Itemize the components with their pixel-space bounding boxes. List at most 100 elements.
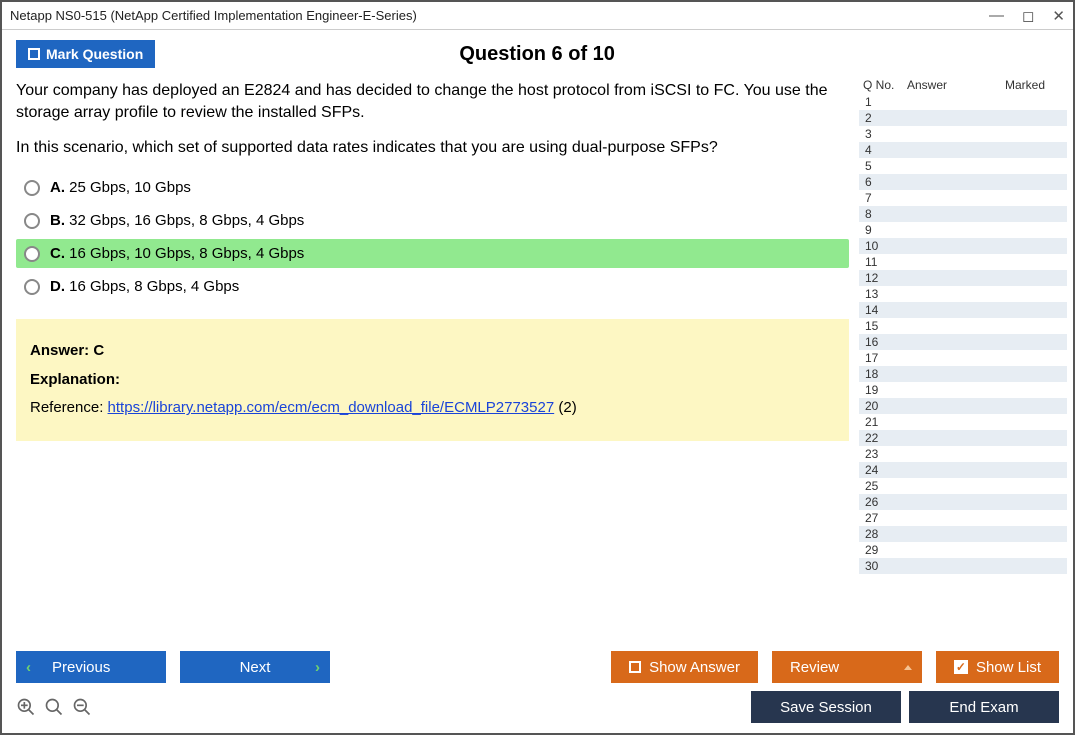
question-list[interactable]: 1234567891011121314151617181920212223242… bbox=[859, 94, 1067, 641]
qlist-number: 12 bbox=[865, 271, 903, 285]
qlist-row[interactable]: 12 bbox=[859, 270, 1067, 286]
qlist-row[interactable]: 10 bbox=[859, 238, 1067, 254]
previous-button[interactable]: ‹ Previous bbox=[16, 651, 166, 683]
question-para-2: In this scenario, which set of supported… bbox=[16, 137, 849, 159]
qlist-number: 9 bbox=[865, 223, 903, 237]
titlebar: Netapp NS0-515 (NetApp Certified Impleme… bbox=[2, 2, 1073, 30]
qlist-number: 22 bbox=[865, 431, 903, 445]
review-label: Review bbox=[790, 659, 839, 676]
qlist-row[interactable]: 8 bbox=[859, 206, 1067, 222]
qlist-number: 25 bbox=[865, 479, 903, 493]
option-a[interactable]: A. 25 Gbps, 10 Gbps bbox=[16, 173, 849, 202]
save-session-label: Save Session bbox=[780, 699, 872, 716]
qlist-row[interactable]: 18 bbox=[859, 366, 1067, 382]
qlist-number: 27 bbox=[865, 511, 903, 525]
qlist-number: 21 bbox=[865, 415, 903, 429]
qlist-number: 3 bbox=[865, 127, 903, 141]
next-button[interactable]: Next › bbox=[180, 651, 330, 683]
qlist-number: 30 bbox=[865, 559, 903, 573]
end-exam-button[interactable]: End Exam bbox=[909, 691, 1059, 723]
review-button[interactable]: Review bbox=[772, 651, 922, 683]
option-d[interactable]: D. 16 Gbps, 8 Gbps, 4 Gbps bbox=[16, 272, 849, 301]
zoom-out-icon[interactable] bbox=[72, 691, 92, 723]
qlist-row[interactable]: 17 bbox=[859, 350, 1067, 366]
question-list-header: Q No. Answer Marked bbox=[859, 76, 1067, 94]
qlist-row[interactable]: 11 bbox=[859, 254, 1067, 270]
qlist-row[interactable]: 5 bbox=[859, 158, 1067, 174]
qlist-row[interactable]: 20 bbox=[859, 398, 1067, 414]
qlist-row[interactable]: 15 bbox=[859, 318, 1067, 334]
spacer bbox=[100, 691, 743, 723]
qlist-row[interactable]: 29 bbox=[859, 542, 1067, 558]
app-window: Netapp NS0-515 (NetApp Certified Impleme… bbox=[0, 0, 1075, 735]
qlist-row[interactable]: 9 bbox=[859, 222, 1067, 238]
qlist-row[interactable]: 2 bbox=[859, 110, 1067, 126]
show-list-button[interactable]: ✓ Show List bbox=[936, 651, 1059, 683]
qlist-row[interactable]: 22 bbox=[859, 430, 1067, 446]
minimize-icon[interactable]: — bbox=[989, 7, 1004, 24]
qlist-number: 20 bbox=[865, 399, 903, 413]
qlist-row[interactable]: 1 bbox=[859, 94, 1067, 110]
qlist-row[interactable]: 30 bbox=[859, 558, 1067, 574]
checkbox-icon bbox=[629, 661, 641, 673]
qlist-row[interactable]: 27 bbox=[859, 510, 1067, 526]
option-c[interactable]: C. 16 Gbps, 10 Gbps, 8 Gbps, 4 Gbps bbox=[16, 239, 849, 268]
qlist-number: 1 bbox=[865, 95, 903, 109]
qlist-number: 17 bbox=[865, 351, 903, 365]
option-label: B. 32 Gbps, 16 Gbps, 8 Gbps, 4 Gbps bbox=[50, 212, 304, 229]
option-label: C. 16 Gbps, 10 Gbps, 8 Gbps, 4 Gbps bbox=[50, 245, 304, 262]
qlist-row[interactable]: 13 bbox=[859, 286, 1067, 302]
radio-icon bbox=[24, 246, 40, 262]
content-row: Your company has deployed an E2824 and h… bbox=[2, 76, 1073, 641]
qlist-row[interactable]: 4 bbox=[859, 142, 1067, 158]
qlist-number: 19 bbox=[865, 383, 903, 397]
qlist-row[interactable]: 14 bbox=[859, 302, 1067, 318]
qlist-number: 6 bbox=[865, 175, 903, 189]
answer-label: Answer: C bbox=[30, 337, 835, 366]
qlist-row[interactable]: 3 bbox=[859, 126, 1067, 142]
options-list: A. 25 Gbps, 10 Gbps B. 32 Gbps, 16 Gbps, … bbox=[16, 173, 849, 301]
qlist-number: 24 bbox=[865, 463, 903, 477]
question-counter: Question 6 of 10 bbox=[15, 43, 1059, 66]
window-title: Netapp NS0-515 (NetApp Certified Impleme… bbox=[10, 8, 417, 23]
reference-link[interactable]: https://library.netapp.com/ecm/ecm_downl… bbox=[108, 399, 555, 416]
previous-label: Previous bbox=[52, 659, 110, 676]
qlist-number: 29 bbox=[865, 543, 903, 557]
explanation-label: Explanation: bbox=[30, 366, 835, 395]
question-para-1: Your company has deployed an E2824 and h… bbox=[16, 80, 849, 125]
question-text: Your company has deployed an E2824 and h… bbox=[16, 80, 849, 159]
radio-icon bbox=[24, 279, 40, 295]
qlist-row[interactable]: 26 bbox=[859, 494, 1067, 510]
option-b[interactable]: B. 32 Gbps, 16 Gbps, 8 Gbps, 4 Gbps bbox=[16, 206, 849, 235]
triangle-up-icon bbox=[904, 665, 912, 670]
save-session-button[interactable]: Save Session bbox=[751, 691, 901, 723]
qlist-row[interactable]: 23 bbox=[859, 446, 1067, 462]
qlist-row[interactable]: 24 bbox=[859, 462, 1067, 478]
bottom-toolbar: ‹ Previous Next › Show Answer Review ✓ S… bbox=[2, 641, 1073, 687]
reference-line: Reference: https://library.netapp.com/ec… bbox=[30, 394, 835, 423]
zoom-in-icon[interactable] bbox=[16, 691, 36, 723]
qlist-row[interactable]: 19 bbox=[859, 382, 1067, 398]
qlist-number: 10 bbox=[865, 239, 903, 253]
chevron-right-icon: › bbox=[315, 659, 320, 676]
qlist-row[interactable]: 28 bbox=[859, 526, 1067, 542]
maximize-icon[interactable]: ◻ bbox=[1022, 7, 1034, 25]
qlist-number: 8 bbox=[865, 207, 903, 221]
qlist-row[interactable]: 6 bbox=[859, 174, 1067, 190]
qlist-number: 16 bbox=[865, 335, 903, 349]
main-pane: Your company has deployed an E2824 and h… bbox=[2, 76, 859, 641]
show-answer-button[interactable]: Show Answer bbox=[611, 651, 758, 683]
qlist-row[interactable]: 7 bbox=[859, 190, 1067, 206]
zoom-toolbar: Save Session End Exam bbox=[2, 687, 1073, 733]
checked-icon: ✓ bbox=[954, 660, 968, 674]
zoom-icon[interactable] bbox=[44, 691, 64, 723]
question-list-pane: Q No. Answer Marked 12345678910111213141… bbox=[859, 76, 1067, 641]
qlist-row[interactable]: 21 bbox=[859, 414, 1067, 430]
col-marked: Marked bbox=[987, 78, 1063, 92]
chevron-left-icon: ‹ bbox=[26, 659, 31, 676]
qlist-number: 23 bbox=[865, 447, 903, 461]
qlist-row[interactable]: 25 bbox=[859, 478, 1067, 494]
qlist-row[interactable]: 16 bbox=[859, 334, 1067, 350]
close-icon[interactable]: ✕ bbox=[1052, 7, 1065, 25]
qlist-number: 14 bbox=[865, 303, 903, 317]
